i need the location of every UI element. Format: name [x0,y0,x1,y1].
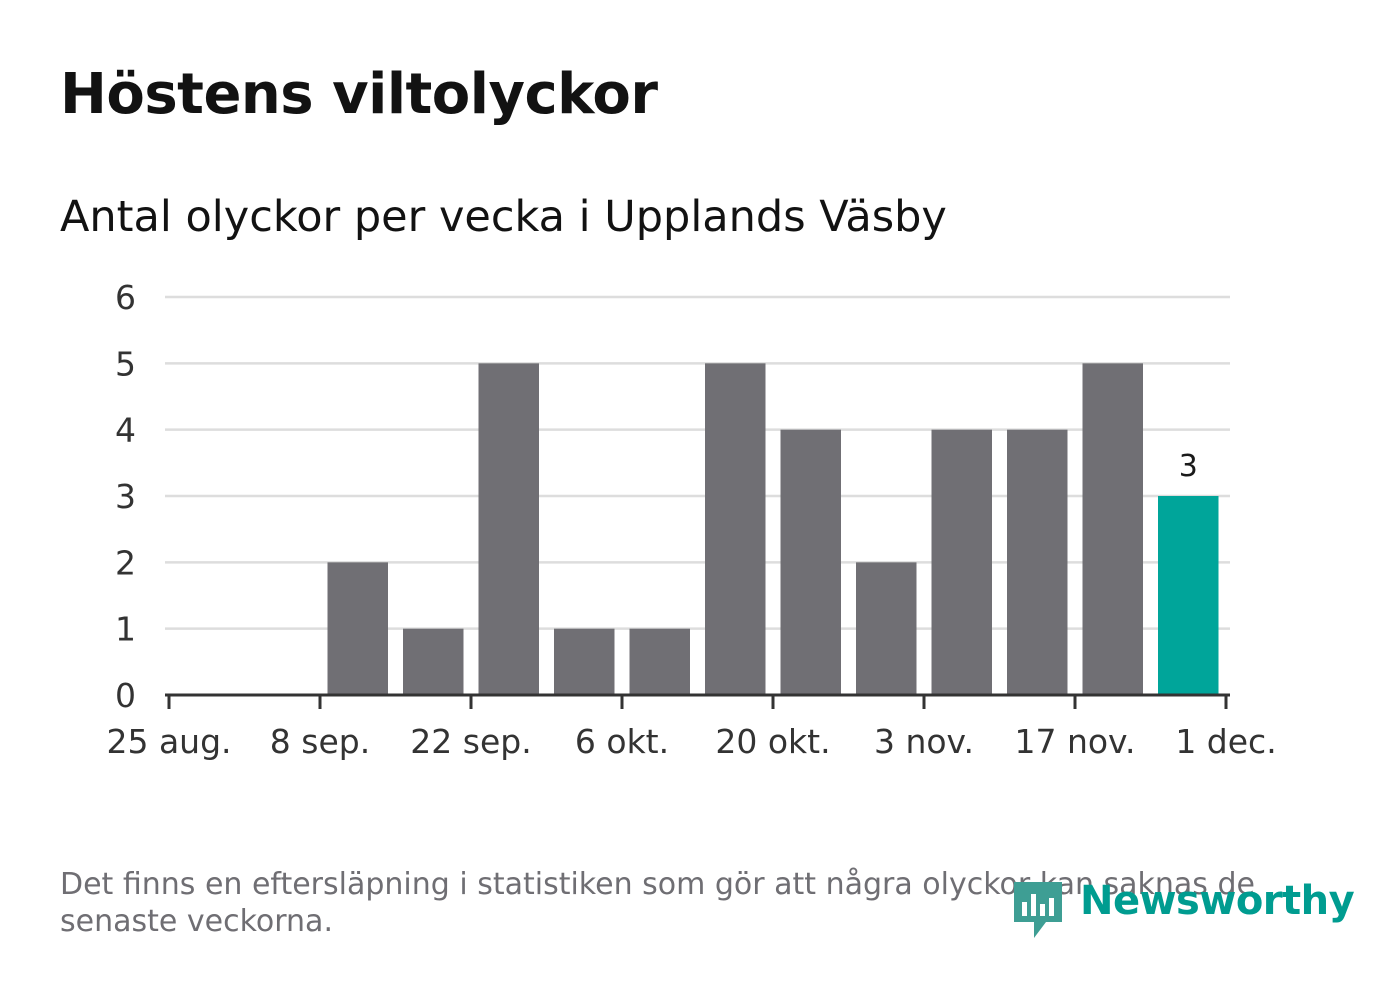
bar-12 [1082,363,1143,695]
x-tick-label-2: 22 sep. [410,722,531,761]
bar-13 [1158,496,1219,695]
y-tick-label-3: 3 [115,477,136,516]
y-tick-label-1: 1 [115,610,136,649]
bar-5 [554,628,615,695]
newsworthy-logo-text: Newsworthy [1080,878,1355,924]
newsworthy-logo-icon [1014,882,1062,938]
y-tick-label-2: 2 [115,543,136,582]
x-tick-label-7: 1 dec. [1175,722,1276,761]
x-tick-label-0: 25 aug. [106,722,231,761]
data-label-13: 3 [1179,449,1198,484]
bar-11 [1007,429,1068,695]
x-tick-label-3: 6 okt. [575,722,669,761]
x-tick-label-6: 17 nov. [1014,722,1135,761]
bar-6 [629,628,690,695]
bar-2 [327,562,388,695]
bar-10 [931,429,992,695]
bar-chart: 0 1 2 3 4 5 6 3 25 aug. 8 sep. 22 sep. 6 okt. 20 okt… [106,278,1276,761]
newsworthy-logo: Newsworthy [1010,878,1355,942]
y-tick-label-4: 4 [115,411,136,450]
y-tick-label-5: 5 [115,344,136,383]
bar-7 [705,363,766,695]
x-tick-label-5: 3 nov. [874,722,974,761]
y-tick-label-6: 6 [115,278,136,317]
chart-subtitle: Antal olyckor per vecka i Upplands Väsby [60,192,947,242]
y-tick-label-0: 0 [115,676,136,715]
bar-8 [780,429,841,695]
x-tick-label-1: 8 sep. [270,722,370,761]
chart-title: Höstens viltolyckor [60,62,658,127]
bar-9 [856,562,917,695]
x-tick-label-4: 20 okt. [715,722,830,761]
bar-4 [478,363,539,695]
bar-3 [403,628,464,695]
